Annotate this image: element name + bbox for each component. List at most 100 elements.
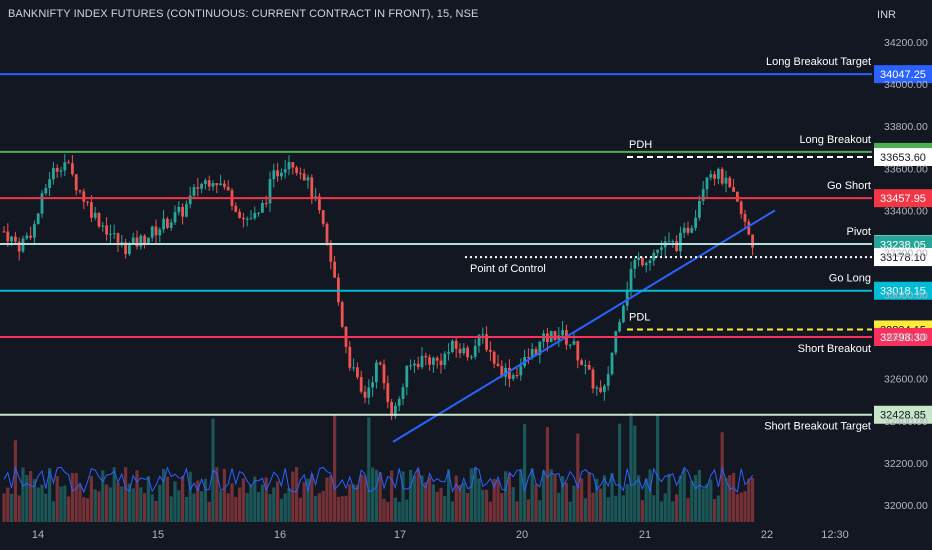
candle-body bbox=[603, 385, 606, 392]
candle-body bbox=[378, 362, 382, 365]
candle-body bbox=[504, 367, 507, 377]
candle-body bbox=[166, 218, 169, 228]
candle-body bbox=[14, 236, 17, 242]
candle-body bbox=[660, 247, 663, 251]
volume-bar bbox=[526, 499, 530, 522]
volume-bar bbox=[192, 493, 196, 522]
candle-body bbox=[751, 234, 754, 248]
candle-body bbox=[686, 227, 690, 233]
candle-body bbox=[306, 177, 310, 181]
candle-body bbox=[416, 363, 420, 368]
candle-body bbox=[299, 172, 302, 174]
candle-body bbox=[173, 212, 177, 223]
time-tick-label: 21 bbox=[639, 529, 651, 541]
candle-body bbox=[641, 257, 644, 266]
candle-body bbox=[454, 340, 458, 349]
candle-body bbox=[318, 196, 321, 211]
volume-bar bbox=[298, 497, 302, 522]
volume-bar bbox=[378, 472, 382, 522]
candle-body bbox=[724, 177, 728, 184]
volume-bar bbox=[2, 493, 6, 522]
candle-body bbox=[698, 200, 701, 218]
currency-label: INR bbox=[877, 9, 896, 21]
candle-body bbox=[97, 212, 101, 227]
candle-body bbox=[367, 387, 371, 398]
volume-bar bbox=[659, 501, 663, 522]
candle-body bbox=[105, 225, 108, 235]
volume-bar bbox=[644, 478, 648, 522]
volume-bar bbox=[86, 498, 90, 522]
volume-bar bbox=[416, 469, 420, 522]
level-name-label: PDL bbox=[629, 311, 650, 323]
volume-bar bbox=[165, 476, 169, 522]
volume-bar bbox=[260, 484, 264, 522]
candle-body bbox=[496, 363, 500, 366]
candle-body bbox=[280, 172, 283, 177]
candle-body bbox=[500, 365, 504, 377]
volume-bar bbox=[215, 467, 219, 522]
volume-bar bbox=[10, 493, 14, 522]
volume-bar bbox=[534, 484, 538, 522]
candle-body bbox=[10, 236, 13, 242]
candle-body bbox=[302, 173, 306, 181]
price-tick-label: 32600.00 bbox=[884, 374, 928, 386]
volume-bar bbox=[576, 433, 580, 522]
level-name-label: Pivot bbox=[847, 226, 871, 238]
candle-body bbox=[48, 179, 51, 188]
level-name-label: Long Breakout Target bbox=[766, 56, 871, 68]
candle-body bbox=[568, 344, 572, 346]
volume-bar bbox=[219, 491, 223, 522]
candle-body bbox=[633, 259, 637, 269]
time-axis: 14 15 16 17 20 21 22 12:30 bbox=[32, 529, 849, 541]
price-tag-label: 33653.60 bbox=[880, 152, 926, 164]
volume-bar bbox=[70, 472, 74, 522]
volume-bars bbox=[2, 412, 755, 522]
time-tick-label: 20 bbox=[516, 529, 528, 541]
volume-bar bbox=[462, 482, 466, 522]
volume-bar bbox=[158, 484, 162, 522]
volume-bar bbox=[120, 486, 124, 522]
volume-bar bbox=[40, 484, 44, 522]
volume-bar bbox=[386, 501, 390, 522]
volume-bar bbox=[549, 469, 553, 522]
volume-bar bbox=[640, 500, 644, 522]
time-tick-label: 17 bbox=[394, 529, 406, 541]
volume-bar bbox=[648, 469, 652, 522]
volume-bar bbox=[614, 495, 618, 522]
candle-body bbox=[109, 233, 112, 235]
candle-body bbox=[470, 356, 473, 358]
candle-body bbox=[234, 205, 238, 212]
candle-body bbox=[82, 191, 86, 202]
candle-body bbox=[553, 331, 557, 340]
volume-bar bbox=[606, 497, 610, 522]
volume-bar bbox=[564, 482, 568, 522]
candle-body bbox=[622, 305, 625, 323]
volume-bar bbox=[466, 493, 470, 522]
volume-bar bbox=[405, 499, 409, 522]
candle-body bbox=[580, 360, 583, 366]
volume-bar bbox=[454, 475, 458, 522]
candle-body bbox=[561, 330, 564, 336]
volume-bar bbox=[450, 501, 454, 522]
candle-body bbox=[637, 257, 640, 260]
candle-body bbox=[492, 351, 496, 364]
volume-bar bbox=[283, 493, 287, 522]
volume-bar bbox=[728, 475, 732, 522]
candle-body bbox=[466, 347, 469, 358]
volume-bar bbox=[321, 490, 325, 522]
volume-bar bbox=[618, 423, 622, 522]
candle-body bbox=[59, 170, 63, 172]
candle-body bbox=[606, 374, 610, 386]
candle-body bbox=[29, 235, 32, 238]
volume-bar bbox=[671, 501, 675, 522]
volume-bar bbox=[44, 493, 48, 522]
candle-body bbox=[576, 341, 580, 361]
candle-body bbox=[515, 374, 519, 376]
candle-body bbox=[481, 334, 485, 336]
volume-bar bbox=[181, 475, 185, 522]
volume-bar bbox=[48, 468, 52, 522]
volume-bar bbox=[112, 467, 116, 522]
volume-bar bbox=[93, 489, 97, 522]
volume-bar bbox=[143, 493, 147, 522]
